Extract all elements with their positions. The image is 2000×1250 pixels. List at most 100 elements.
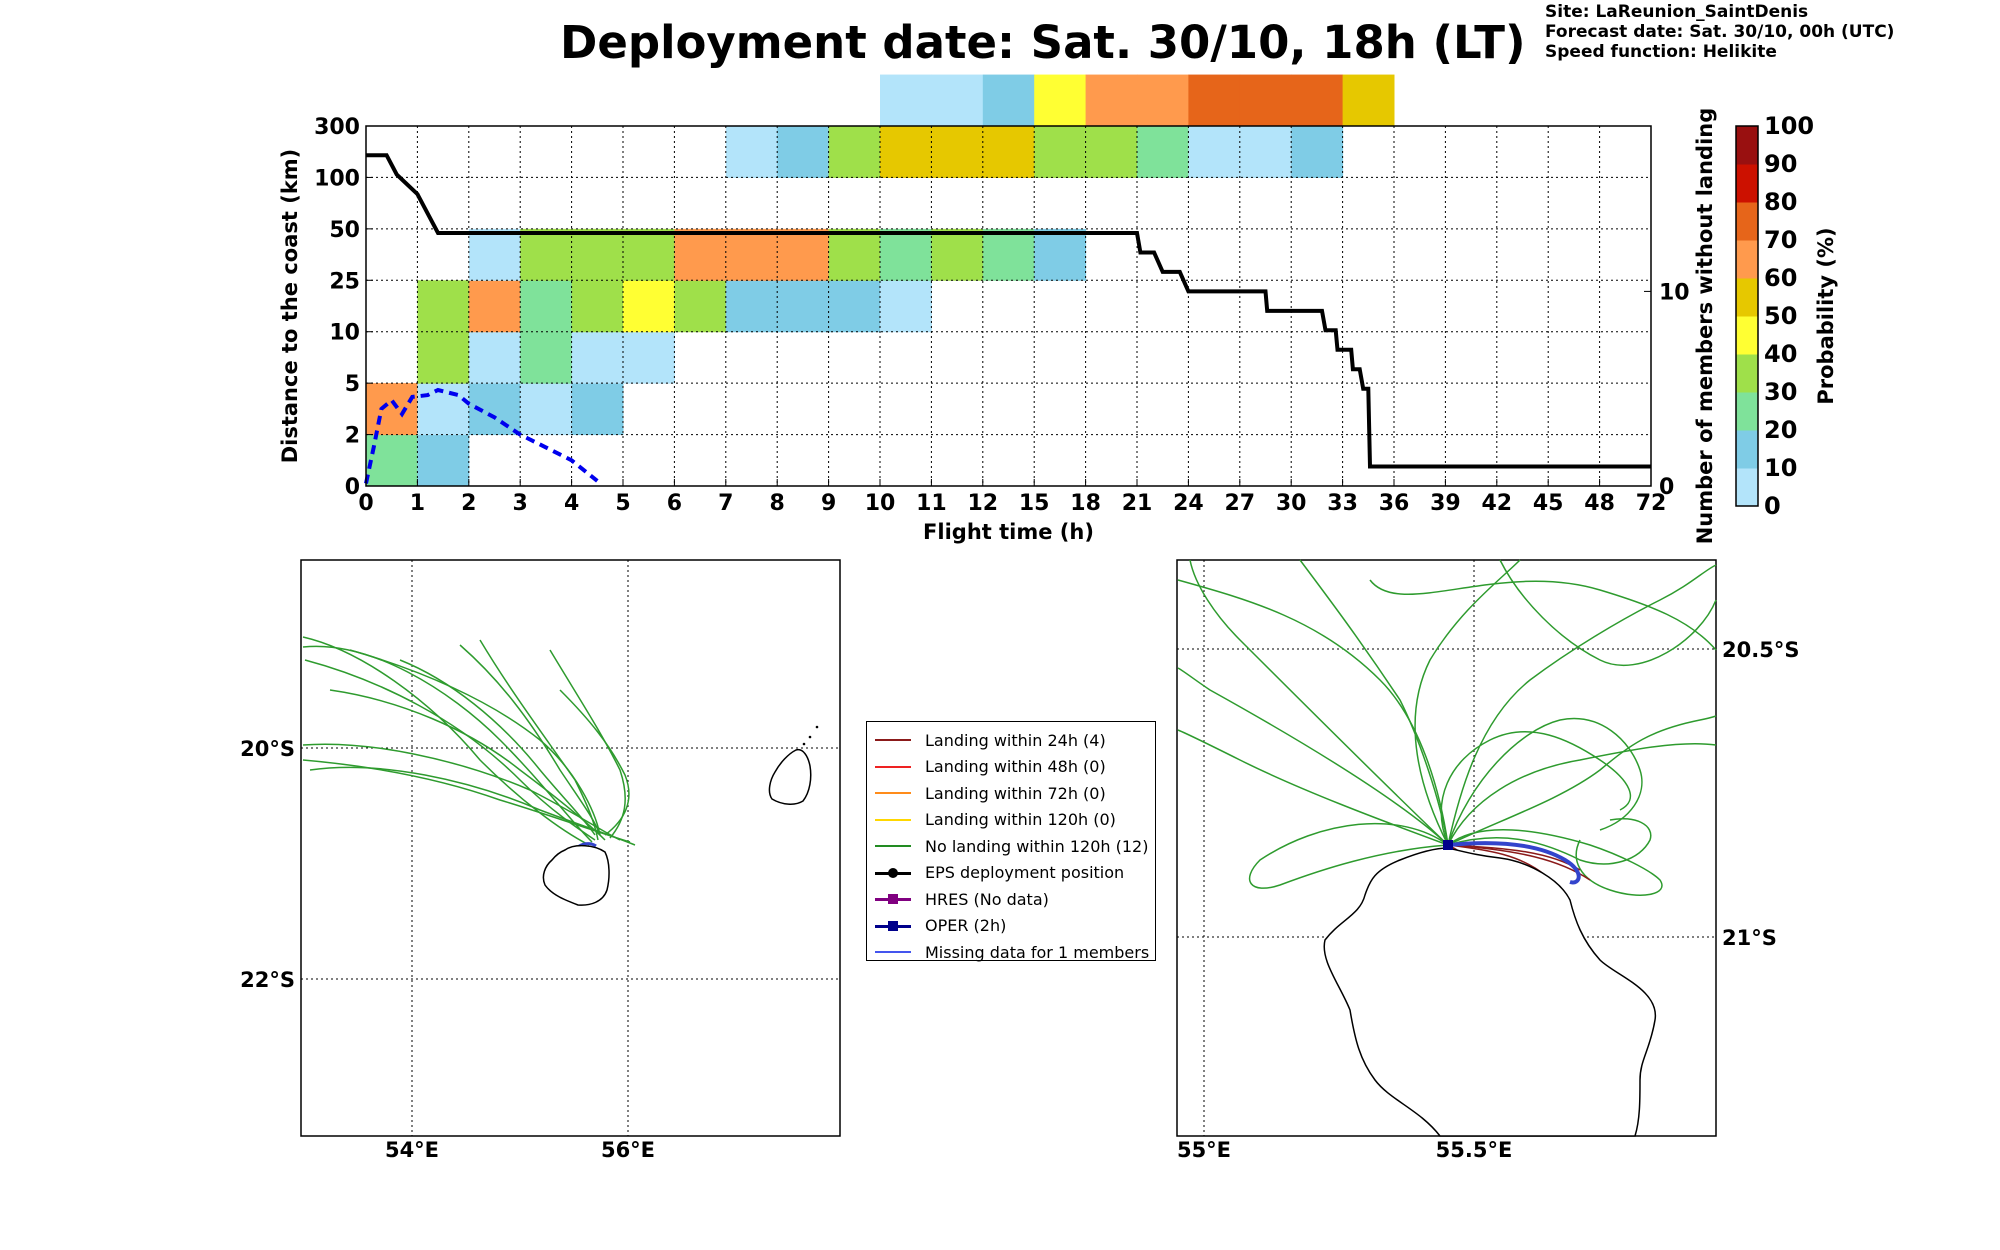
y-tick-label: 100 bbox=[314, 166, 360, 191]
colorbar-tick-label: 40 bbox=[1764, 340, 1797, 368]
y-tick-label: 25 bbox=[329, 269, 360, 294]
legend-entry: HRES (No data) bbox=[875, 886, 1147, 913]
left-map-islet bbox=[802, 742, 806, 746]
left-map-lon-label: 56°E bbox=[601, 1138, 655, 1162]
heatmap-cell bbox=[571, 331, 624, 384]
heatmap-cell bbox=[571, 280, 624, 333]
right-map-track bbox=[1369, 579, 1717, 651]
chart-title: Deployment date: Sat. 30/10, 18h (LT) bbox=[560, 16, 1526, 69]
chart-frame bbox=[365, 125, 1652, 487]
right-map-track bbox=[1447, 829, 1663, 896]
heatmap-cell bbox=[1291, 126, 1344, 178]
x-tick-label: 0 bbox=[358, 491, 373, 516]
left-map-track bbox=[302, 636, 590, 846]
right-map-track bbox=[1177, 667, 1449, 846]
legend-entry: Landing within 120h (0) bbox=[875, 807, 1147, 834]
x-tick-label: 3 bbox=[513, 491, 528, 516]
right-map-track bbox=[1447, 564, 1717, 846]
colorbar-tick-label: 0 bbox=[1764, 492, 1781, 520]
x-tick-label: 12 bbox=[967, 491, 998, 516]
heatmap-cell bbox=[777, 280, 830, 333]
forecast-date-text: Forecast date: Sat. 30/10, 00h (UTC) bbox=[1545, 22, 1895, 42]
heatmap-cell bbox=[777, 126, 830, 178]
x-tick-label: 42 bbox=[1481, 491, 1512, 516]
right-map-track bbox=[1447, 717, 1643, 846]
heatmap-cell bbox=[520, 228, 573, 281]
heatmap-cell bbox=[982, 126, 1035, 178]
right-map-lon-label: 55.5°E bbox=[1436, 1138, 1513, 1162]
colorbar-tick-label: 20 bbox=[1764, 416, 1797, 444]
legend-label: HRES (No data) bbox=[925, 889, 1049, 909]
heatmap-cell bbox=[1239, 74, 1292, 127]
legend-swatch bbox=[875, 761, 911, 773]
x-tick-label: 24 bbox=[1173, 491, 1204, 516]
x-tick-label: 1 bbox=[410, 491, 425, 516]
right-map-track bbox=[1447, 715, 1717, 846]
heatmap-cell bbox=[828, 228, 881, 281]
heatmap-cell bbox=[674, 228, 727, 281]
heatmap-cell bbox=[674, 280, 727, 333]
colorbar-segment bbox=[1736, 430, 1758, 469]
legend-entry: No landing within 120h (12) bbox=[875, 833, 1149, 860]
colorbar-tick-label: 10 bbox=[1764, 454, 1797, 482]
legend-label: Missing data for 1 members bbox=[925, 942, 1150, 962]
left-map-reunion-coast bbox=[542, 844, 610, 906]
left-map-islet bbox=[815, 725, 819, 729]
x-tick-label: 8 bbox=[770, 491, 785, 516]
colorbar-tick-label: 30 bbox=[1764, 378, 1797, 406]
y-tick-label: 10 bbox=[329, 321, 360, 346]
x-tick-label: 48 bbox=[1584, 491, 1615, 516]
x-tick-label: 21 bbox=[1122, 491, 1153, 516]
info-block: Site: LaReunion_SaintDenis Forecast date… bbox=[1545, 2, 1894, 62]
legend-label: Landing within 24h (4) bbox=[925, 730, 1106, 750]
map-legend: Landing within 24h (4) Landing within 48h… bbox=[866, 721, 1156, 962]
heatmap-cell bbox=[1137, 126, 1189, 178]
colorbar-segment bbox=[1736, 392, 1758, 431]
x-tick-label: 6 bbox=[667, 491, 682, 516]
legend-label: Landing within 120h (0) bbox=[925, 810, 1116, 830]
heatmap-cell bbox=[931, 228, 984, 281]
right-map-reunion-coast bbox=[1323, 847, 1656, 1137]
left-map-mauritius-coast bbox=[768, 748, 812, 805]
right-map-track bbox=[1447, 742, 1717, 846]
colorbar-segment bbox=[1736, 354, 1758, 393]
y-tick-label: 300 bbox=[314, 115, 360, 140]
y-axis-label: Distance to the coast (km) bbox=[278, 149, 302, 464]
colorbar-segment bbox=[1736, 278, 1758, 317]
legend-swatch bbox=[875, 867, 911, 879]
x-tick-label: 30 bbox=[1276, 491, 1307, 516]
right-map-lon-label: 55°E bbox=[1177, 1138, 1231, 1162]
heatmap-cell bbox=[1034, 126, 1087, 178]
y2-axis-label: Number of members without landing bbox=[1693, 108, 1717, 545]
members-without-landing-line bbox=[366, 153, 1651, 469]
x-tick-label: 11 bbox=[916, 491, 947, 516]
right-map-track bbox=[1414, 559, 1521, 846]
x-tick-label: 18 bbox=[1070, 491, 1101, 516]
colorbar-tick-label: 90 bbox=[1764, 150, 1797, 178]
heatmap-cell bbox=[725, 228, 778, 281]
colorbar-segment bbox=[1736, 126, 1758, 165]
heatmap-cell bbox=[880, 74, 932, 127]
legend-label: No landing within 120h (12) bbox=[925, 836, 1149, 856]
heatmap-cell bbox=[417, 434, 470, 487]
right-map-lat-label: 21°S bbox=[1722, 926, 1777, 950]
y2-tick-label: 10 bbox=[1659, 280, 1690, 305]
left-map-lat-label: 22°S bbox=[240, 968, 295, 992]
heatmap-cell bbox=[468, 331, 521, 384]
x-tick-label: 39 bbox=[1430, 491, 1461, 516]
right-map-oper-track bbox=[1447, 841, 1581, 885]
left-map-track bbox=[479, 639, 599, 841]
heatmap-cell bbox=[366, 434, 418, 487]
legend-swatch bbox=[875, 787, 911, 799]
left-map-lat-label: 20°S bbox=[240, 737, 295, 761]
heatmap-cell bbox=[777, 228, 830, 281]
y-tick-label: 2 bbox=[345, 424, 360, 449]
heatmap-cell bbox=[520, 280, 573, 333]
heatmap-cell bbox=[1034, 228, 1087, 281]
heatmap-cell bbox=[623, 228, 675, 281]
heatmap-cell bbox=[1188, 74, 1241, 127]
heatmap-cell bbox=[417, 383, 470, 436]
x-tick-label: 72 bbox=[1636, 491, 1667, 516]
left-map-track bbox=[399, 659, 596, 836]
